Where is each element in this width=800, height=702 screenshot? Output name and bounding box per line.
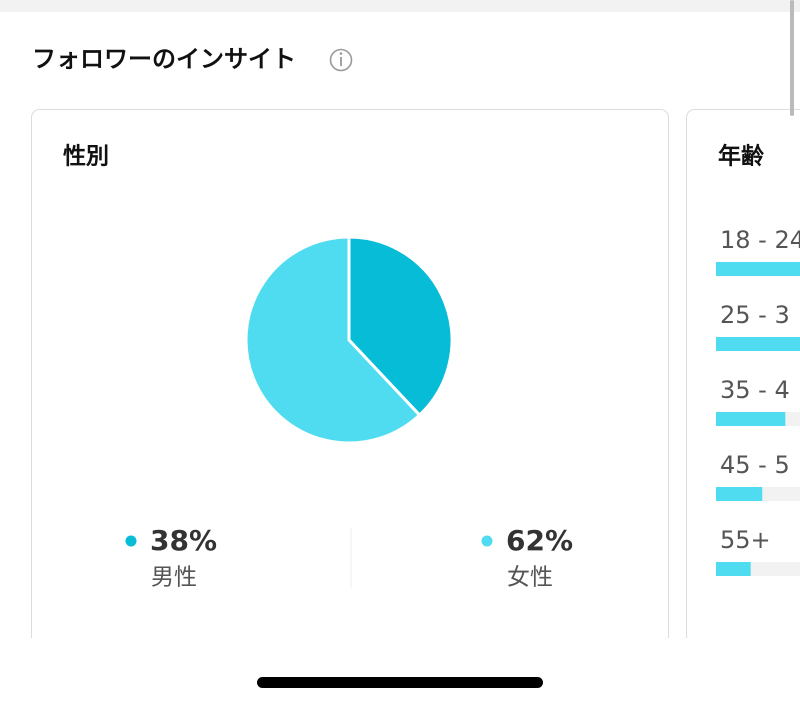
legend-label: 女性 bbox=[507, 565, 553, 591]
bar bbox=[716, 412, 786, 426]
category-label: 18 - 24 bbox=[720, 226, 800, 254]
top-band bbox=[0, 0, 800, 12]
scrollbar bbox=[790, 0, 794, 116]
bottom-area bbox=[0, 638, 800, 702]
info-icon[interactable] bbox=[329, 48, 353, 72]
section-title: フォロワーのインサイト bbox=[32, 45, 296, 73]
bar bbox=[716, 562, 751, 576]
value-label: 38% bbox=[150, 524, 217, 557]
legend-dot bbox=[125, 535, 137, 547]
value-label: 62% bbox=[506, 524, 573, 557]
category-label: 45 - 5 bbox=[720, 451, 790, 479]
category-label: 35 - 4 bbox=[720, 376, 790, 404]
age-card bbox=[686, 109, 800, 670]
bar bbox=[716, 487, 763, 501]
bar bbox=[716, 337, 800, 351]
pie-slice bbox=[347, 235, 454, 417]
category-label: 25 - 3 bbox=[720, 301, 790, 329]
bar bbox=[716, 262, 800, 276]
legend-dot bbox=[481, 535, 493, 547]
category-label: 55+ bbox=[720, 526, 771, 554]
pie-slice bbox=[244, 235, 422, 445]
card-title: 年齢 bbox=[718, 143, 764, 170]
legend-label: 男性 bbox=[151, 565, 197, 591]
home-indicator bbox=[257, 677, 543, 688]
card-title: 性別 bbox=[63, 144, 109, 170]
